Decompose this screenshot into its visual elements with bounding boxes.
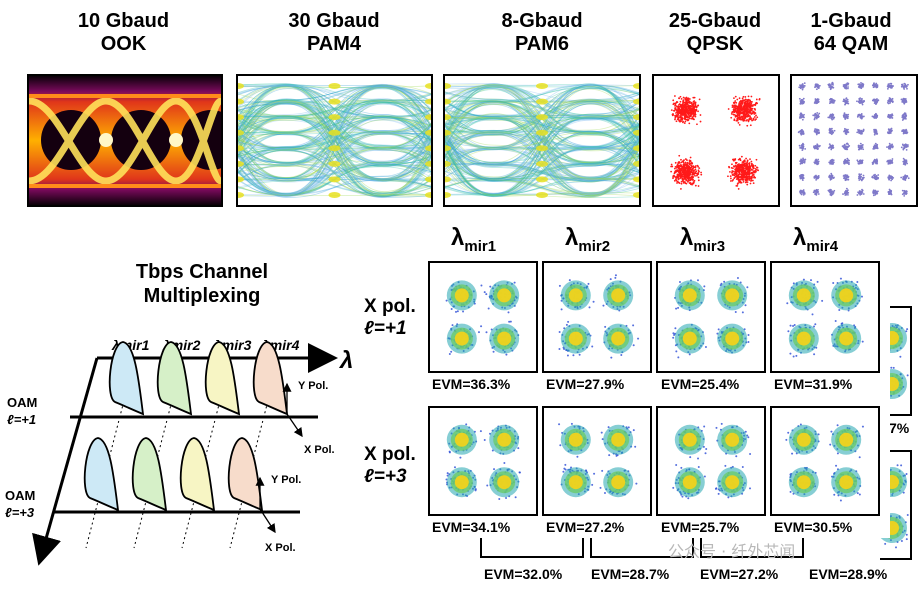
wavelength-pulse	[252, 341, 289, 416]
constellation-grid: EVM=36.3% EVM=27.9% EVM=25.4% EVM=31.9% …	[422, 256, 890, 538]
pam6-eye-plot	[445, 76, 639, 205]
const-plot-r2-c1	[445, 423, 521, 500]
wavelength-pulse	[131, 437, 168, 512]
y-pol-upper: Y Pol.	[298, 380, 328, 392]
pam4-eye-plot	[238, 76, 431, 205]
evm-r2-c4: EVM=30.5%	[774, 519, 853, 535]
evm-r1-c1: EVM=36.3%	[432, 376, 511, 392]
x-pol-lower: X Pol.	[265, 542, 296, 554]
title-pam4: 30 Gbaud PAM4	[288, 10, 380, 55]
const-r1-c4	[770, 261, 880, 373]
diagram-title: Tbps Channel Multiplexing	[135, 261, 269, 307]
wavelength-pulse	[156, 341, 193, 416]
evm-r1-c2: EVM=27.9%	[546, 376, 625, 392]
const-r1-c2	[542, 261, 652, 373]
back-row-evm-1: EVM=32.0%	[484, 566, 563, 582]
const-plot-r2-c3	[672, 422, 752, 500]
back-row-evm-3: EVM=27.2%	[700, 566, 779, 582]
column-header-mir2: λmir2	[565, 224, 611, 255]
wavelength-pulse	[227, 437, 264, 512]
oam-lower-value: ℓ=+3	[5, 505, 35, 520]
const-r1-c3	[656, 261, 766, 373]
oam-axis	[32, 357, 99, 566]
evm-r1-c3: EVM=25.4%	[661, 376, 740, 392]
oam-upper-value: ℓ=+1	[7, 412, 36, 427]
pulses-oam-lower	[83, 437, 264, 512]
wavelength-pulse	[179, 437, 216, 512]
channel-multiplexing-diagram: λ λmir1 λmir2 λmir3 λmir4 OAM ℓ=+1 OAM ℓ…	[5, 340, 353, 566]
title-qpsk: 25-Gbaud QPSK	[668, 10, 762, 55]
title-pam6: 8-Gbaud PAM6	[501, 10, 583, 55]
pam4-eye-diagram	[236, 74, 433, 207]
const-plot-r1-c4	[786, 277, 864, 358]
qam64-constellation	[790, 74, 918, 207]
const-r1-c1	[428, 261, 538, 373]
column-header-mir1: λmir1	[451, 224, 497, 255]
qam64-constellation-plot	[797, 81, 910, 197]
const-plot-r1-c1	[445, 280, 520, 356]
evm-r2-c3: EVM=25.7%	[661, 519, 740, 535]
wavelength-pulse	[83, 437, 120, 512]
title-qam64: 1-Gbaud 64 QAM	[810, 10, 892, 55]
back-row-panel-2	[590, 538, 694, 558]
y-pol-lower: Y Pol.	[271, 474, 301, 486]
const-plot-r2-c4	[785, 423, 864, 502]
const-plot-r1-c2	[558, 274, 640, 359]
back-row-panel-1	[480, 538, 584, 558]
const-r2-c1	[428, 406, 538, 516]
column-header-mir4: λmir4	[793, 224, 839, 255]
evm-r2-c2: EVM=27.2%	[546, 519, 625, 535]
back-row-partial-evm: 7%	[889, 420, 910, 436]
pol-axes-upper	[282, 382, 303, 438]
const-plot-r2-c2	[558, 422, 638, 498]
ook-eye-diagram	[27, 74, 223, 207]
qpsk-constellation-plot	[670, 95, 761, 190]
row-label-upper: X pol. ℓ=+1	[364, 296, 416, 339]
const-r2-c3	[656, 406, 766, 516]
title-ook: 10 Gbaud OOK	[77, 10, 170, 55]
oam-lower-label: OAM	[5, 488, 35, 503]
oam-upper-label: OAM	[7, 395, 37, 410]
evm-r1-c4: EVM=31.9%	[774, 376, 853, 392]
ook-eye-plot	[29, 76, 221, 205]
back-row-panel-3	[700, 538, 804, 558]
column-header-mir3: λmir3	[680, 224, 726, 255]
const-r2-c2	[542, 406, 652, 516]
x-pol-upper: X Pol.	[304, 444, 335, 456]
evm-r2-c1: EVM=34.1%	[432, 519, 511, 535]
back-row-evm-2: EVM=28.7%	[591, 566, 670, 582]
row-label-lower: X pol. ℓ=+3	[364, 444, 416, 487]
const-r2-c4	[770, 406, 880, 516]
wavelength-pulse	[204, 341, 241, 416]
qpsk-constellation	[652, 74, 780, 207]
pol-axes-lower	[255, 476, 276, 534]
lambda-axis-label: λ	[338, 347, 353, 374]
pulses-oam-upper	[108, 341, 289, 416]
pam6-eye-diagram	[443, 74, 641, 207]
back-row-evm-4: EVM=28.9%	[809, 566, 888, 582]
watermark: 公众号 · 纤外芯闻	[668, 542, 796, 561]
const-plot-r1-c3	[672, 277, 750, 359]
wavelength-pulse	[108, 341, 145, 416]
